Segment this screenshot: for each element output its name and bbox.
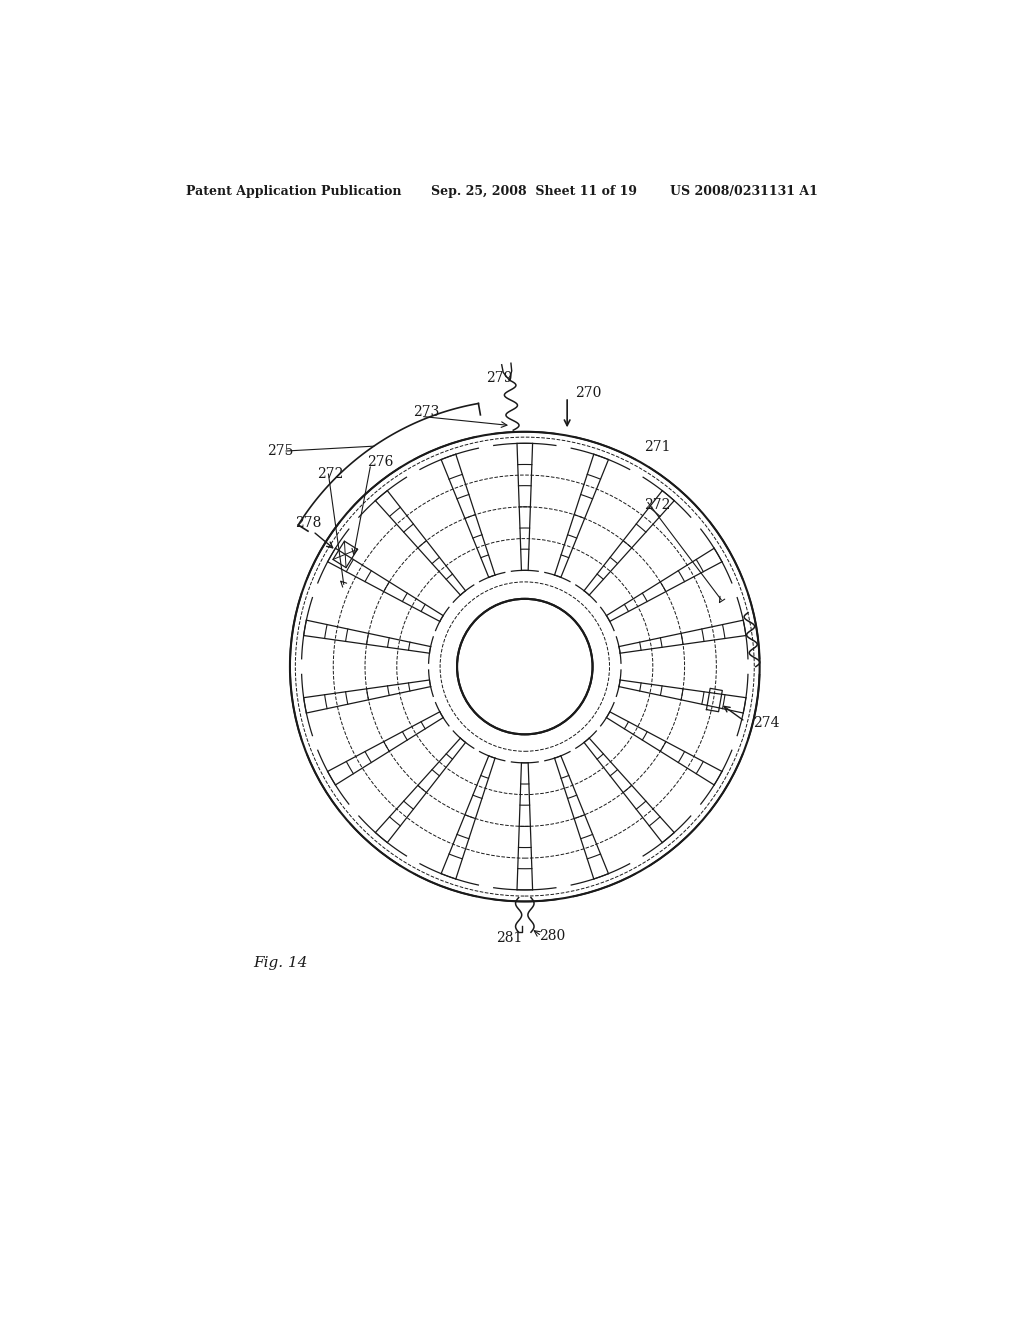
Text: 272: 272: [316, 467, 343, 480]
Circle shape: [290, 432, 760, 902]
Text: 280: 280: [539, 929, 565, 942]
Text: 278: 278: [295, 516, 322, 531]
Text: Fig. 14: Fig. 14: [254, 956, 308, 970]
Text: 279: 279: [486, 371, 513, 384]
Text: 275: 275: [267, 444, 293, 458]
Text: US 2008/0231131 A1: US 2008/0231131 A1: [670, 185, 817, 198]
Text: 274: 274: [753, 715, 779, 730]
Text: 281: 281: [497, 932, 522, 945]
Text: Sep. 25, 2008  Sheet 11 of 19: Sep. 25, 2008 Sheet 11 of 19: [431, 185, 637, 198]
Circle shape: [457, 599, 593, 734]
Text: 272: 272: [644, 498, 671, 512]
Text: Patent Application Publication: Patent Application Publication: [186, 185, 401, 198]
Text: 270: 270: [574, 387, 601, 400]
Text: 271: 271: [644, 440, 671, 454]
Text: 273: 273: [413, 405, 439, 420]
Text: 276: 276: [367, 455, 393, 470]
